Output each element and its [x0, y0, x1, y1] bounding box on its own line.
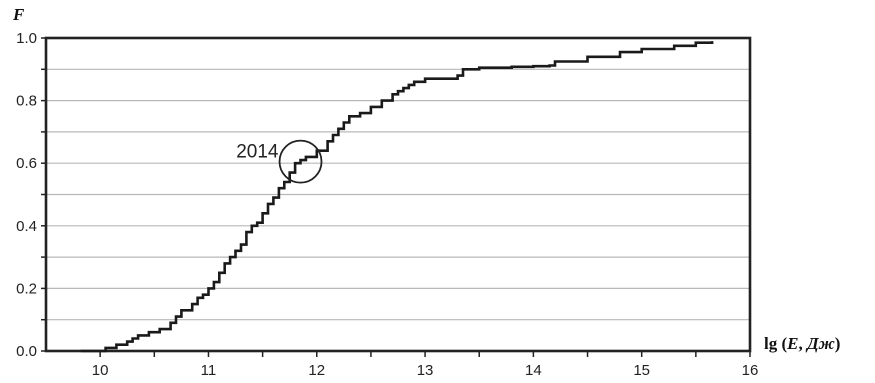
- x-ticks: 10 11 12 13 14 15 16: [92, 351, 759, 379]
- x-tick-label: 11: [201, 362, 217, 379]
- y-tick-label: 0.8: [16, 93, 37, 110]
- x-tick-label: 10: [92, 362, 109, 379]
- y-tick-label: 0.6: [16, 155, 37, 172]
- x-tick-label: 15: [633, 362, 650, 379]
- x-tick-label: 13: [417, 362, 434, 379]
- x-tick-label: 14: [525, 362, 542, 379]
- y-tick-label: 1.0: [16, 30, 37, 47]
- annotation-circle-2014: [278, 139, 323, 184]
- x-tick-label: 12: [308, 362, 325, 379]
- annotation-label-2014: 2014: [236, 142, 279, 163]
- horizontal-gridlines: [46, 68, 750, 321]
- series-line-cdf: [80, 41, 714, 353]
- x-tick-label: 16: [742, 362, 759, 379]
- y-axis-title: F: [12, 5, 25, 24]
- y-tick-label: 0.4: [16, 218, 37, 235]
- y-tick-label: 0.0: [16, 343, 37, 360]
- y-tick-label: 0.2: [16, 280, 37, 297]
- y-ticks: 0.0 0.2 0.4 0.6 0.8 1.0: [16, 30, 46, 360]
- x-axis-title: lg (E, Дж): [764, 334, 840, 353]
